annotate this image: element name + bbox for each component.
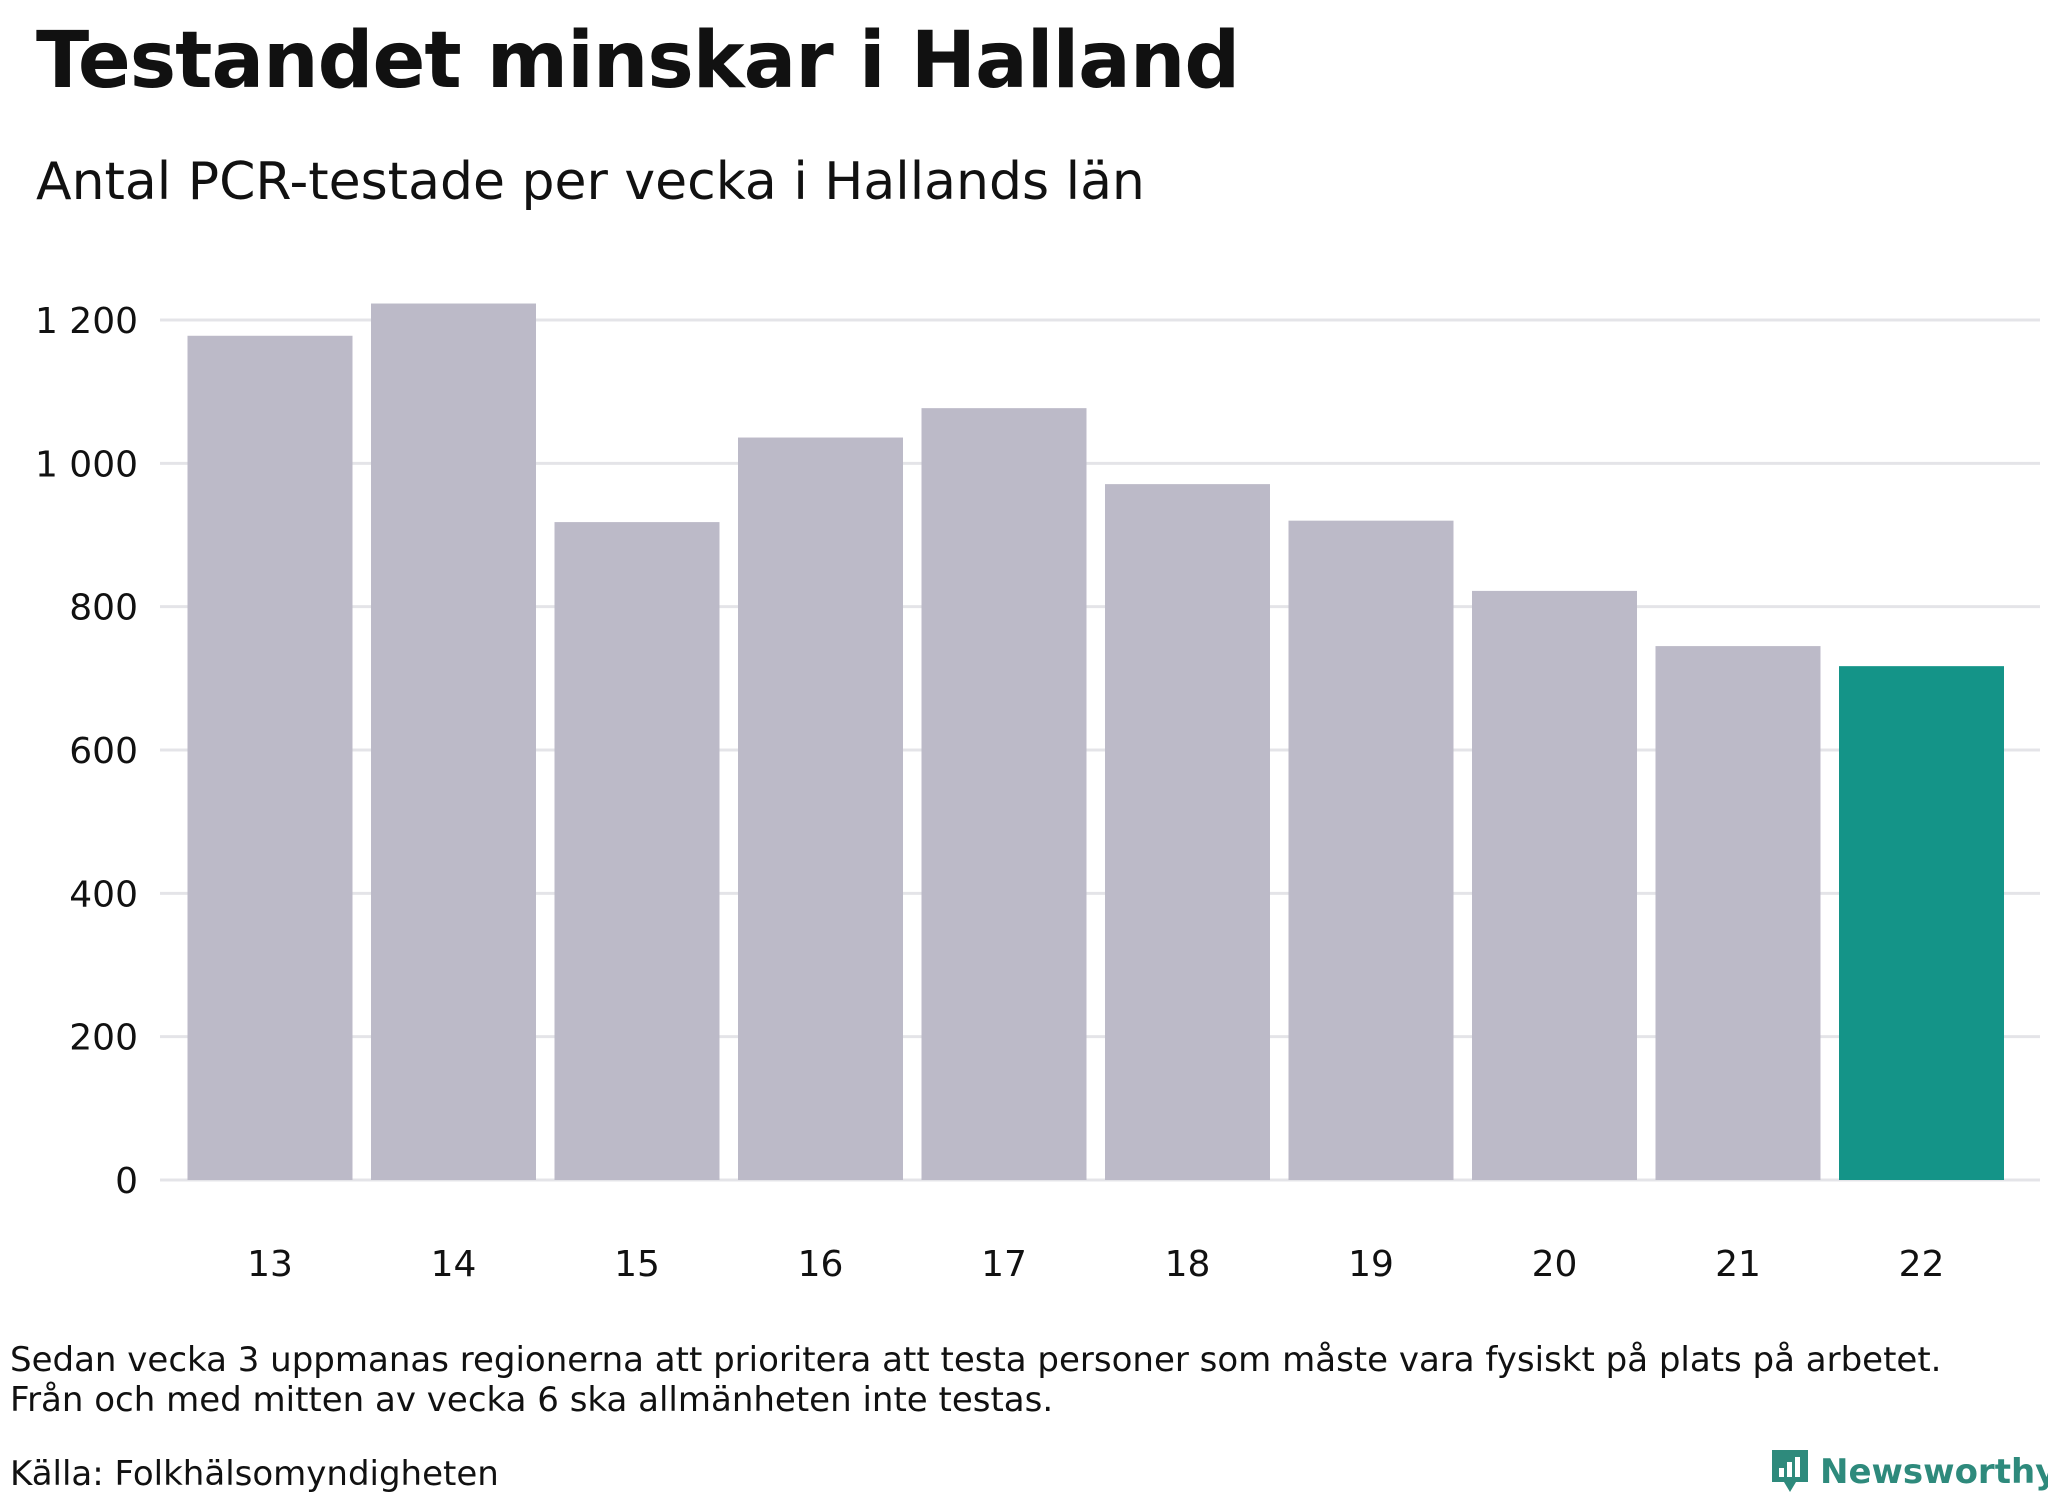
y-axis-ticks: 0 200 400 600 800 1 000 1 200 xyxy=(35,301,138,1202)
x-tick-label: 13 xyxy=(247,1244,293,1285)
x-tick-label: 14 xyxy=(431,1244,477,1285)
bar-chart: 0 200 400 600 800 1 000 1 200 13 14 15 16 17 18 19 20… xyxy=(35,301,2040,1285)
chart-subtitle: Antal PCR-testade per vecka i Hallands l… xyxy=(36,152,1145,212)
brand-name: Newsworthy xyxy=(1820,1452,2048,1492)
note-line: Från och med mitten av vecka 6 ska allmä… xyxy=(10,1380,1054,1420)
chart-title: Testandet minskar i Halland xyxy=(36,16,1240,106)
x-axis-ticks: 13 14 15 16 17 18 19 20 21 22 xyxy=(247,1244,1944,1285)
y-tick-label: 1 200 xyxy=(35,301,138,342)
bars xyxy=(187,303,2004,1180)
bar xyxy=(371,303,536,1180)
bar xyxy=(921,408,1087,1180)
x-tick-label: 21 xyxy=(1715,1244,1761,1285)
bar xyxy=(1288,520,1454,1180)
y-tick-label: 0 xyxy=(115,1161,138,1202)
x-tick-label: 16 xyxy=(798,1244,844,1285)
x-tick-label: 15 xyxy=(614,1244,660,1285)
x-tick-label: 20 xyxy=(1532,1244,1578,1285)
chart-note: Sedan vecka 3 uppmanas regionerna att pr… xyxy=(10,1340,1941,1420)
y-tick-label: 600 xyxy=(69,731,138,772)
source-credit: Källa: Folkhälsomyndigheten xyxy=(10,1454,499,1494)
bar xyxy=(187,335,353,1180)
y-tick-label: 800 xyxy=(69,588,138,629)
y-tick-label: 200 xyxy=(69,1018,138,1059)
bar xyxy=(554,522,720,1180)
bar xyxy=(1655,646,1821,1180)
brand-logo: Newsworthy xyxy=(1770,1448,2048,1496)
bar xyxy=(1472,590,1637,1180)
x-tick-label: 19 xyxy=(1348,1244,1394,1285)
note-line: Sedan vecka 3 uppmanas regionerna att pr… xyxy=(10,1340,1942,1380)
y-tick-label: 1 000 xyxy=(35,444,138,485)
bar xyxy=(1839,666,2004,1180)
x-tick-label: 22 xyxy=(1899,1244,1945,1285)
bar xyxy=(1105,484,1270,1180)
bar xyxy=(738,437,903,1180)
x-tick-label: 17 xyxy=(981,1244,1027,1285)
newsworthy-logo-icon xyxy=(1772,1450,1808,1492)
y-tick-label: 400 xyxy=(69,874,138,915)
x-tick-label: 18 xyxy=(1165,1244,1211,1285)
